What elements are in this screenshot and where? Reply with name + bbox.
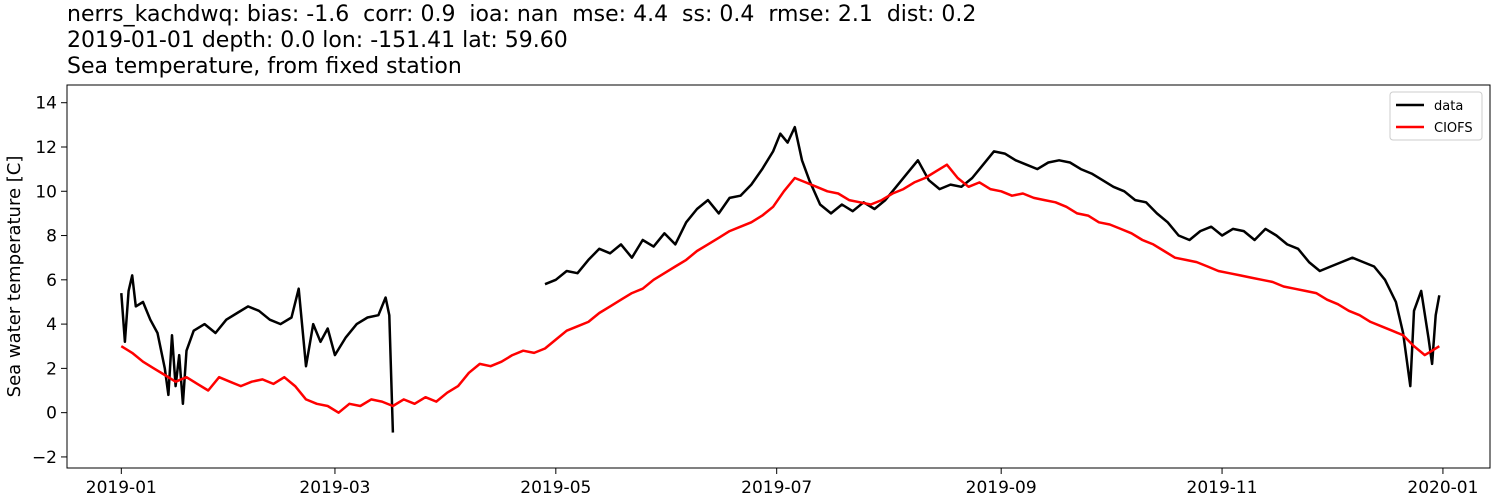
y-tick-label: 2 [46,359,57,379]
chart-title: Sea temperature, from fixed station [67,54,462,79]
plot-frame [66,84,1491,469]
series-line-ciofs-0 [120,163,1440,414]
chart-title-block: nerrs_kachdwq: bias: -1.6 corr: 0.9 ioa:… [67,2,976,80]
plot-background [67,85,1490,468]
y-tick-label: 12 [35,138,57,158]
legend: data CIOFS [1389,91,1483,141]
x-tick-label: 2020-01 [1407,478,1478,498]
y-tick-label: 8 [46,227,57,247]
x-tick-label: 2019-03 [299,478,370,498]
y-tick-label: 0 [46,404,57,424]
y-tick-label: 4 [46,315,57,335]
y-tick-label: −2 [32,448,57,468]
x-tick-label: 2019-09 [966,478,1037,498]
legend-label-data: data [1434,99,1463,114]
plot-area [67,85,1490,468]
legend-label-ciofs: CIOFS [1434,121,1473,136]
series-line-data-0 [120,274,395,433]
y-tick-label: 10 [35,182,57,202]
x-tick-label: 2019-05 [520,478,591,498]
series-line-data-1 [544,125,1441,388]
x-tick-label: 2019-01 [86,478,157,498]
y-axis-label: Sea water temperature [C] [4,156,25,398]
chart-location-title: 2019-01-01 depth: 0.0 lon: -151.41 lat: … [67,28,568,53]
chart-stats-title: nerrs_kachdwq: bias: -1.6 corr: 0.9 ioa:… [67,2,977,27]
y-tick-label: 6 [46,271,57,291]
x-tick-label: 2019-11 [1187,478,1258,498]
series-layer [120,125,1441,433]
x-tick-label: 2019-07 [741,478,812,498]
axes-layer: 2019-01 2019-03 2019-05 2019-07 2019-09 2019-… [32,84,1491,498]
y-tick-label: 14 [35,94,57,114]
